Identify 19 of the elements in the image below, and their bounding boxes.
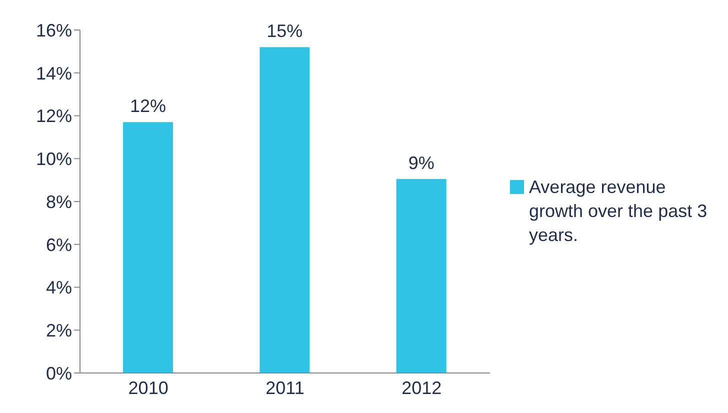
bar xyxy=(260,47,310,373)
x-tick-label: 2012 xyxy=(402,378,442,398)
y-tick-label: 8% xyxy=(46,192,72,212)
data-label: 15% xyxy=(266,21,303,42)
data-label: 9% xyxy=(408,152,434,173)
x-tick-label: 2010 xyxy=(128,378,168,398)
y-tick-label: 2% xyxy=(46,320,72,341)
y-tick-label: 0% xyxy=(46,363,72,384)
bar xyxy=(123,122,173,373)
y-tick-label: 4% xyxy=(46,278,72,298)
y-tick-label: 16% xyxy=(36,20,72,40)
y-tick-label: 12% xyxy=(36,106,72,126)
legend-label: Average revenue growth over the past 3 years. xyxy=(529,176,708,246)
y-tick-label: 6% xyxy=(46,234,72,255)
x-tick-label: 2011 xyxy=(266,378,304,398)
y-tick-label: 10% xyxy=(36,149,72,170)
bar xyxy=(396,178,446,373)
data-label: 12% xyxy=(130,96,166,116)
y-tick-label: 14% xyxy=(36,63,72,84)
